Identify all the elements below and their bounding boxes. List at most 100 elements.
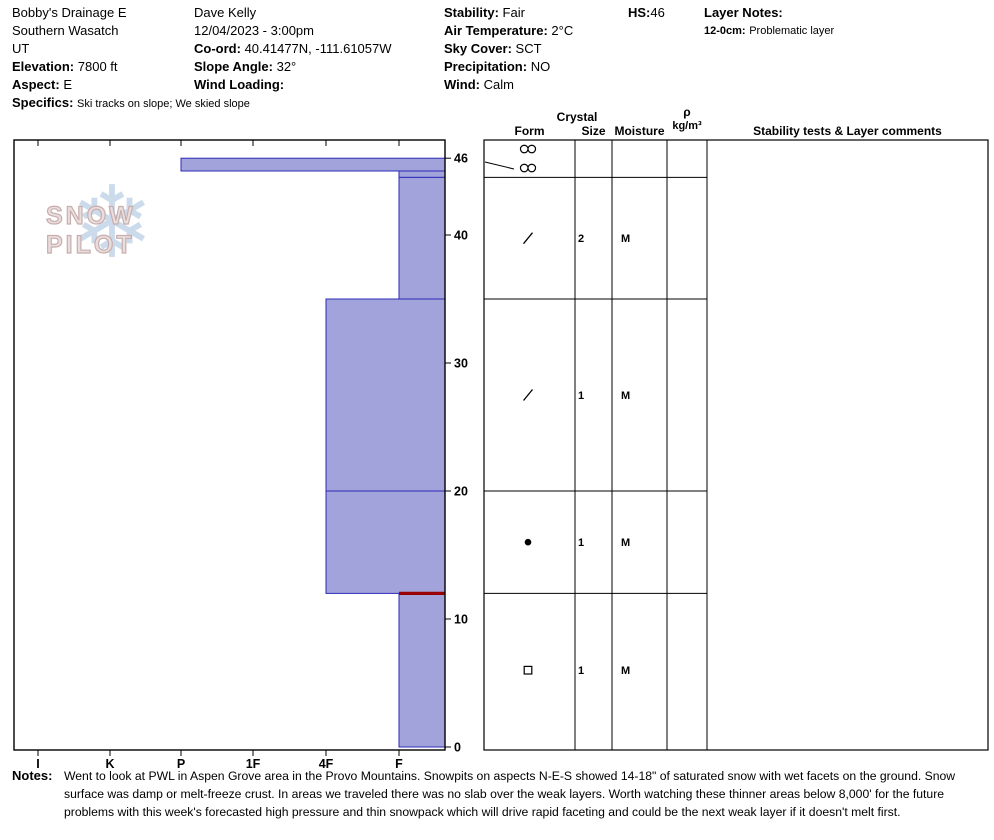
grain-size-value: 2 [578,233,584,245]
moisture-value: M [621,390,630,402]
wind-label: Wind: [444,77,480,92]
panel-border [483,139,989,751]
specifics-value: Ski tracks on slope; We skied slope [77,98,250,110]
wind-loading-label: Wind Loading: [194,77,285,92]
hs-row: HS:46 [628,4,665,22]
snowpilot-logo-text: SNOW PILOT [45,201,136,259]
air-temp-label: Air Temperature: [444,23,548,38]
column-header-form: Form [514,124,545,138]
precip-value: NO [530,59,551,74]
slope-angle-value: 32° [276,59,297,74]
coord-value: 40.41477N, -111.61057W [244,41,392,56]
snowflake-icon: ❄ [70,164,154,281]
depth-axis-label: 40 [454,229,468,243]
sky-cover-label: Sky Cover: [444,41,512,56]
grain-size-value: 1 [578,665,584,677]
depth-axis-label: 30 [454,357,468,371]
moisture-value: M [621,537,630,549]
precip-label: Precipitation: [444,59,528,74]
hardness-axis-label: 1F [246,757,261,771]
hs-value: 46 [650,5,665,20]
notes-section: Notes: Went to look at PWL in Aspen Grov… [12,767,976,821]
hardness-axis-label: I [36,757,39,771]
coord-label: Co-ord: [194,41,241,56]
air-temp-row: Air Temperature: 2°C [444,22,573,40]
layer-note-range: 12-0cm: [704,25,746,37]
stability-label: Stability: [444,5,499,20]
aspect-row: Aspect: E [12,76,250,94]
moisture-value: M [621,665,630,677]
grain-RG-icon [524,538,532,546]
layer-bar [180,157,446,172]
layer-bar [398,176,446,300]
aspect-label: Aspect: [12,77,60,92]
observation-datetime: 12/04/2023 - 3:00pm [194,23,314,38]
site-name: Bobby's Drainage E [12,5,127,20]
conditions-info: Stability: Fair Air Temperature: 2°C Sky… [444,4,573,94]
observer-info: Dave Kelly 12/04/2023 - 3:00pm Co-ord: 4… [194,4,392,94]
elevation-label: Elevation: [12,59,75,74]
grain-size-value: 1 [578,390,584,402]
aspect-value: E [63,77,72,92]
thin-layer-leader-line [484,161,515,170]
hardness-axis-label: K [105,757,114,771]
elevation-row: Elevation: 7800 ft [12,58,250,76]
column-header-comments: Stability tests & Layer comments [753,124,942,138]
grain-MF-icon [519,163,529,173]
coord-row: Co-ord: 40.41477N, -111.61057W [194,40,392,58]
grain-DF-icon [522,389,534,401]
site-info: Bobby's Drainage E Southern Wasatch UT E… [12,4,250,113]
specifics-label: Specifics: [12,95,74,110]
sky-cover-value: SCT [515,41,542,56]
moisture-value: M [621,233,630,245]
layer-notes-label: Layer Notes: [704,5,783,20]
wind-loading-row: Wind Loading: [194,76,392,94]
grain-size-value: 1 [578,537,584,549]
layer-note-text: Problematic layer [749,25,835,37]
layer-bar [325,298,446,492]
layer-note-row: 12-0cm: Problematic layer [704,22,834,39]
column-header-moisture: Moisture [614,124,665,138]
stability-value: Fair [502,5,525,20]
slope-angle-label: Slope Angle: [194,59,273,74]
observer-name: Dave Kelly [194,5,257,20]
slope-angle-row: Slope Angle: 32° [194,58,392,76]
grain-FC-icon [523,665,533,675]
layer-notes-title: Layer Notes: [704,4,834,22]
plot-border [13,139,446,751]
column-header-density-units: kg/m³ [672,120,702,132]
column-header-crystal: Crystal [556,110,598,124]
site-state: UT [12,41,30,56]
notes-label: Notes: [12,768,53,783]
site-region: Southern Wasatch [12,23,119,38]
hardness-axis-label: F [395,757,403,771]
air-temp-value: 2°C [551,23,574,38]
stability-row: Stability: Fair [444,4,573,22]
elevation-value: 7800 ft [77,59,118,74]
column-header-density: ρ [683,105,691,119]
grain-DF-icon [522,232,534,245]
grain-MF-icon [527,163,537,173]
specifics-row: Specifics: Ski tracks on slope; We skied… [12,94,250,113]
grain-MF-icon [527,144,537,154]
depth-axis-label: 20 [454,485,468,499]
notes-text: Went to look at PWL in Aspen Grove area … [64,769,956,819]
layer-notes: Layer Notes: 12-0cm: Problematic layer [704,4,834,39]
layer-bar [398,592,446,748]
column-header-size: Size [581,124,606,138]
wind-value: Calm [483,77,514,92]
wind-row: Wind: Calm [444,76,573,94]
precip-row: Precipitation: NO [444,58,573,76]
grain-MF-icon [519,144,529,154]
hardness-axis-label: P [177,757,185,771]
layer-bar [398,170,446,178]
depth-axis-label: 0 [454,741,461,755]
snowpilot-logo: ❄ SNOW PILOT [44,164,224,288]
sky-cover-row: Sky Cover: SCT [444,40,573,58]
depth-axis-label: 46 [454,152,468,166]
depth-axis-label: 10 [454,613,468,627]
hardness-axis-label: 4F [319,757,334,771]
layer-bar [325,490,446,594]
